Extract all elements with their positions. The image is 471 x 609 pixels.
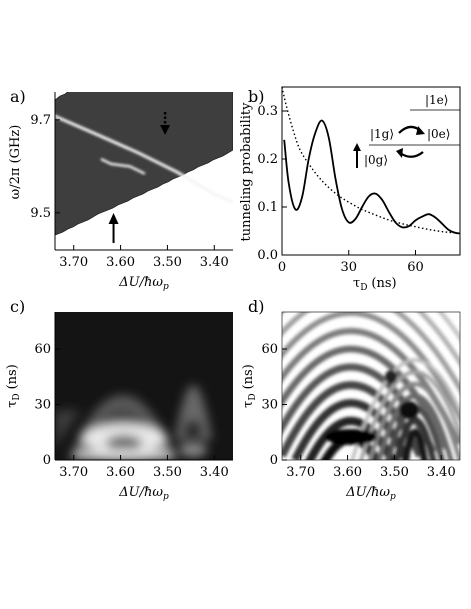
panel-d-x-tick-label: 3.50 (380, 465, 409, 480)
panel-d-right-fringe (393, 416, 437, 460)
panel-d-letter: d) (248, 297, 264, 316)
panel-b-x-tick-label: 30 (340, 260, 357, 275)
panel-c-x-axis-title: ΔU/ħωp (118, 485, 169, 502)
panel-a-y-tick-label: 9.5 (30, 206, 51, 221)
panel-d-right-fringe (367, 381, 460, 460)
panel-c-x-tick-label: 3.70 (59, 465, 88, 480)
panel-a-spectral-lines (55, 114, 233, 204)
panel-d-right-fringe (359, 370, 460, 460)
panel-a-spectrum-band (55, 92, 233, 236)
panel-b-y-tick-label: 0.3 (257, 104, 278, 119)
panel-c-x-tick-label: 3.50 (153, 465, 182, 480)
level-1e-label: |1e⟩ (425, 93, 448, 107)
panel-a-x-tick-label: 3.60 (106, 255, 135, 270)
panel-b-y-axis-title: tunneling probability (239, 102, 254, 242)
panel-d-y-tick-label: 60 (261, 342, 278, 357)
panel-c-central-dip (106, 435, 142, 451)
panel-d-x-tick-label: 3.60 (333, 465, 362, 480)
panel-d-fringe (282, 312, 460, 394)
panel-d-spot (385, 370, 397, 384)
panel-b-letter: b) (248, 87, 264, 106)
level-diagram: |1e⟩ |1g⟩ |0e⟩ |0g⟩ (353, 93, 460, 168)
panel-c-bottom-band (74, 449, 174, 460)
drive-arrow-head (353, 143, 361, 151)
panel-a-dotted-arrow-head (160, 125, 171, 135)
panel-b-y-tick-label: 0.0 (257, 248, 278, 263)
panel-d-x-tick-label: 3.70 (286, 465, 315, 480)
panel-c-x-tick-label: 3.40 (200, 465, 229, 480)
panel-a: a) 3.70 3.60 3.50 3.40 9.7 9.5 ω/2π (GHz) ΔU/… (8, 87, 233, 292)
panel-c: c) 3.70 3.60 3.50 3.40 0 30 60 τD(ns) ΔU/ħωp (5, 297, 233, 502)
level-0e-label: |0e⟩ (427, 127, 450, 141)
panel-d-y-tick-label: 0 (270, 453, 278, 468)
panel-d-heatmap (282, 312, 460, 460)
panel-d-frame (281, 311, 461, 461)
panel-c-y-tick-label: 30 (34, 398, 51, 413)
panel-c-letter: c) (10, 297, 25, 316)
panel-c-right-dark-spot (183, 420, 203, 440)
panel-b-dotted-curve (281, 86, 461, 235)
panel-b-solid-curve (283, 119, 461, 235)
panel-d-x-tick-label: 3.40 (427, 465, 456, 480)
level-0g-label: |0g⟩ (364, 153, 388, 167)
panel-b-x-tick-label: 0 (278, 260, 286, 275)
panel-d-y-axis-title: τD(ns) (241, 364, 258, 408)
level-lower-curved-arrow (399, 151, 424, 158)
panel-c-x-tick-label: 3.60 (106, 465, 135, 480)
panel-b: b) 0 30 60 0.0 0.1 0.2 0.3 |1e⟩ |1g⟩ |0e⟩ |0g⟩… (239, 86, 461, 293)
panel-b-series (281, 86, 461, 235)
panel-a-solid-arrow-head (108, 213, 119, 224)
level-upper-arrowhead (416, 126, 425, 135)
panel-c-y-tick-label: 0 (43, 453, 51, 468)
panel-d: d) 3.70 3.60 3.50 3.40 0 30 60 τD(ns) ΔU/ħωp (241, 297, 461, 502)
panel-b-x-axis-title: τD (ns) (353, 276, 397, 293)
panel-d-right-fringe (402, 428, 428, 460)
panel-d-dark-lobe (325, 429, 377, 445)
panel-d-right-fringe (350, 358, 460, 460)
panel-d-y-tick-label: 30 (261, 398, 278, 413)
panel-a-y-axis-title: ω/2π (GHz) (8, 125, 23, 200)
panel-d-fringe (282, 312, 460, 367)
panel-c-y-tick-label: 60 (34, 342, 51, 357)
panel-a-x-tick-label: 3.40 (200, 255, 229, 270)
panel-d-right-fringe (376, 393, 454, 460)
level-lower-arrowhead (396, 148, 403, 158)
panel-d-fringe (282, 345, 450, 450)
panel-a-x-axis-title: ΔU/ħωp (118, 275, 169, 292)
panel-b-x-tick-label: 60 (407, 260, 424, 275)
panel-c-right-lobe (179, 443, 207, 457)
panel-b-plot-frame (281, 86, 461, 256)
panel-c-heatmap (55, 385, 212, 460)
panel-a-letter: a) (10, 87, 26, 106)
panel-d-fringe (282, 312, 460, 423)
panel-d-x-axis-title: ΔU/ħωp (345, 485, 396, 502)
panel-a-y-tick-label: 9.7 (30, 113, 51, 128)
level-1g-label: |1g⟩ (370, 127, 394, 141)
panel-a-x-tick-label: 3.50 (153, 255, 182, 270)
panel-a-line-1 (55, 114, 233, 204)
panel-d-right-dark-spot (399, 401, 419, 419)
panel-c-left-wing (55, 410, 80, 450)
panel-a-line-2 (100, 158, 146, 175)
panel-b-y-tick-label: 0.1 (257, 200, 278, 215)
panel-c-y-axis-title: τD(ns) (5, 364, 22, 408)
panel-b-y-tick-label: 0.2 (257, 152, 278, 167)
panel-a-x-tick-label: 3.70 (59, 255, 88, 270)
